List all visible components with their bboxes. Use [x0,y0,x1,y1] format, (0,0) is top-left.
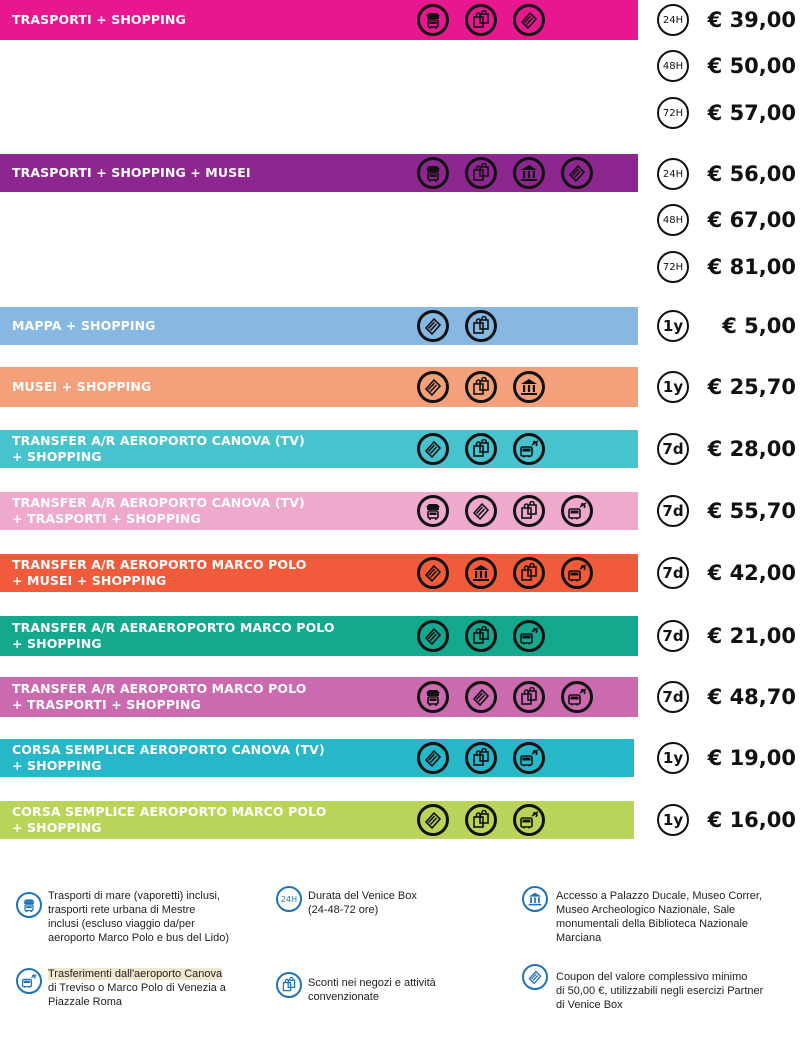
transport-icon [417,157,449,189]
coupon-icon [417,742,449,774]
coupon-icon [417,620,449,652]
shopping-icon [465,433,497,465]
transport-icon [417,495,449,527]
duration-badge: 1y [657,804,689,836]
legend-text: Durata del Venice Box (24-48-72 ore) [308,890,417,916]
airport-bus-icon [513,433,545,465]
product-label: TRANSFER A/R AEROPORTO MARCO POLO + TRAS… [12,681,307,712]
shopping-icon [465,371,497,403]
shopping-icon [465,804,497,836]
product-label: MAPPA + SHOPPING [12,318,156,333]
transport-icon [16,892,42,918]
airport-bus-icon [561,495,593,527]
duration-badge: 1y [657,742,689,774]
duration-badge: 48H [657,50,689,82]
shopping-icon [276,972,302,998]
legend-text: Sconti nei negozi e attività convenziona… [308,977,436,1003]
airport-bus-icon [561,557,593,589]
legend-text: Accesso a Palazzo Ducale, Museo Correr, … [556,890,763,944]
duration-badge: 7d [657,620,689,652]
legend-icon-text: 24H [280,894,298,904]
airport-bus-icon [513,804,545,836]
product-label: TRASPORTI + SHOPPING + MUSEI [12,165,251,180]
product-label: MUSEI + SHOPPING [12,379,152,394]
price: € 5,00 [722,314,796,338]
price: € 56,00 [707,162,796,186]
price: € 16,00 [707,808,796,832]
product-label: TRANSFER A/R AEROPORTO MARCO POLO + MUSE… [12,557,307,588]
legend-text: Coupon del valore complessivo minimo di … [556,971,764,1011]
duration-badge: 1y [657,310,689,342]
transport-icon [417,681,449,713]
price: € 25,70 [707,375,796,399]
duration-badge: 72H [657,251,689,283]
price: € 19,00 [707,746,796,770]
coupon-icon [417,557,449,589]
airport-bus-icon [513,620,545,652]
shopping-icon [465,310,497,342]
price: € 55,70 [707,499,796,523]
price: € 42,00 [707,561,796,585]
coupon-icon [465,681,497,713]
product-label: TRANSFER A/R AEROPORTO CANOVA (TV) + TRA… [12,495,305,526]
museum-icon [465,557,497,589]
shopping-icon [513,557,545,589]
price: € 57,00 [707,101,796,125]
price: € 81,00 [707,255,796,279]
price: € 67,00 [707,208,796,232]
shopping-icon [465,4,497,36]
duration-badge: 7d [657,557,689,589]
legend-text: Trasporti di mare (vaporetti) inclusi, t… [48,890,229,944]
airport-bus-icon [513,742,545,774]
legend-text-highlight: Trasferimenti dall'aeroporto Canova [48,968,223,980]
shopping-icon [513,495,545,527]
shopping-icon [465,620,497,652]
coupon-icon [417,371,449,403]
price: € 21,00 [707,624,796,648]
museum-icon [522,886,548,912]
airport-bus-icon [561,681,593,713]
museum-icon [513,371,545,403]
coupon-icon [417,310,449,342]
product-label: CORSA SEMPLICE AEROPORTO CANOVA (TV) + S… [12,742,325,773]
product-label: TRASPORTI + SHOPPING [12,12,186,27]
coupon-icon [417,804,449,836]
duration-badge: 24H [657,4,689,36]
duration-badge: 7d [657,495,689,527]
product-band: MAPPA + SHOPPING [0,307,638,345]
price: € 28,00 [707,437,796,461]
museum-icon [513,157,545,189]
airport-bus-icon [16,968,42,994]
coupon-icon [522,964,548,990]
24h-icon: 24H [276,886,302,912]
product-label: CORSA SEMPLICE AEROPORTO MARCO POLO + SH… [12,804,327,835]
duration-badge: 7d [657,681,689,713]
coupon-icon [465,495,497,527]
duration-badge: 7d [657,433,689,465]
legend-text: Trasferimenti dall'aeroporto Canova di T… [48,967,226,1009]
product-label: TRANSFER A/R AERAEROPORTO MARCO POLO + S… [12,620,335,651]
shopping-icon [513,681,545,713]
duration-badge: 48H [657,204,689,236]
coupon-icon [561,157,593,189]
legend-text-body: di Treviso o Marco Polo di Venezia a Pia… [48,982,226,1008]
transport-icon [417,4,449,36]
duration-badge: 1y [657,371,689,403]
shopping-icon [465,742,497,774]
coupon-icon [417,433,449,465]
duration-badge: 24H [657,158,689,190]
duration-badge: 72H [657,97,689,129]
coupon-icon [513,4,545,36]
shopping-icon [465,157,497,189]
price: € 39,00 [707,8,796,32]
price: € 50,00 [707,54,796,78]
price: € 48,70 [707,685,796,709]
product-label: TRANSFER A/R AEROPORTO CANOVA (TV) + SHO… [12,433,305,464]
